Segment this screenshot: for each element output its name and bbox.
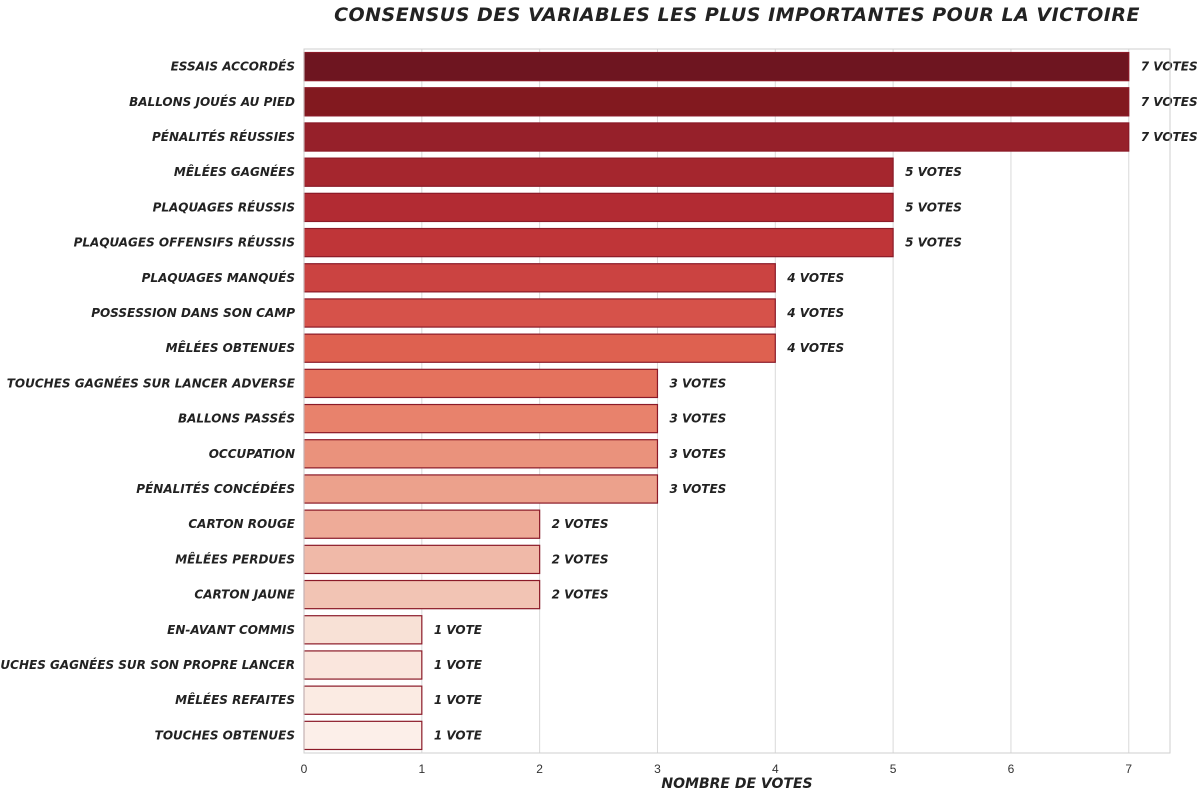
- bar: [303, 122, 1130, 152]
- x-tick-label: 5: [890, 762, 897, 776]
- axis-layer: 0 1 2 3 4 5 6 7: [301, 48, 1171, 776]
- data-label: 1 VOTE: [434, 693, 483, 707]
- x-tick-label: 1: [418, 762, 425, 776]
- bar: [303, 192, 894, 223]
- bar: [303, 227, 894, 258]
- data-label: 7 VOTES: [1141, 130, 1198, 144]
- category-label: BALLONS PASSÉS: [178, 411, 295, 426]
- data-label: 1 VOTE: [434, 658, 483, 672]
- data-label: 5 VOTES: [905, 165, 962, 179]
- category-label: TOUCHES OBTENUES: [155, 728, 295, 742]
- category-label: CARTON ROUGE: [188, 517, 295, 531]
- chart-title: Consensus des variables les plus importa…: [334, 4, 1140, 26]
- category-label: ESSAIS ACCORDÉS: [171, 59, 295, 74]
- data-label: 3 VOTES: [669, 482, 726, 496]
- category-label: EN-AVANT COMMIS: [167, 623, 295, 637]
- bar: [303, 685, 423, 715]
- grid-layer: [303, 49, 1130, 753]
- bar: [303, 509, 541, 539]
- bar: [303, 650, 423, 680]
- data-label: 4 VOTES: [786, 306, 844, 320]
- label-layer: ESSAIS ACCORDÉS 7 VOTES BALLONS JOUÉS AU P…: [0, 59, 1198, 743]
- category-label: MÊLÉES REFAITES: [175, 692, 295, 707]
- x-tick-label: 0: [301, 762, 308, 776]
- bar: [303, 544, 541, 575]
- data-label: 3 VOTES: [669, 447, 726, 461]
- data-label: 2 VOTES: [552, 517, 609, 531]
- category-label: CARTON JAUNE: [194, 588, 295, 602]
- data-label: 4 VOTES: [786, 341, 844, 355]
- category-label: MÊLÉES GAGNÉES: [174, 164, 295, 179]
- bar: [303, 333, 776, 363]
- data-label: 2 VOTES: [552, 588, 609, 602]
- x-tick-label: 3: [654, 762, 661, 776]
- data-label: 7 VOTES: [1141, 60, 1198, 74]
- bar: [303, 87, 1130, 117]
- bar: [303, 403, 659, 434]
- data-label: 4 VOTES: [786, 271, 844, 285]
- category-label: TOUCHES GAGNÉES SUR LANCER ADVERSE: [7, 375, 296, 390]
- category-label: MÊLÉES OBTENUES: [166, 340, 295, 355]
- bar: [303, 579, 541, 610]
- bar: [303, 368, 659, 399]
- bar: [303, 720, 423, 751]
- data-label: 1 VOTE: [434, 728, 483, 742]
- data-label: 5 VOTES: [905, 236, 962, 250]
- category-label: BALLONS JOUÉS AU PIED: [129, 94, 295, 109]
- x-axis-label: Nombre de votes: [661, 776, 813, 792]
- category-label: POSSESSION DANS SON CAMP: [91, 306, 295, 320]
- bar: [303, 263, 776, 293]
- category-label: PLAQUAGES MANQUÉS: [142, 270, 295, 285]
- category-label: PLAQUAGES OFFENSIFS RÉUSSIS: [74, 235, 295, 250]
- data-label: 3 VOTES: [669, 376, 726, 390]
- plot-frame: [303, 48, 1171, 754]
- category-label: PLAQUAGES RÉUSSIS: [153, 199, 295, 214]
- data-label: 2 VOTES: [552, 552, 609, 566]
- category-label: MÊLÉES PERDUES: [175, 551, 295, 566]
- bar: [303, 439, 659, 469]
- bar: [303, 615, 423, 645]
- bar: [303, 51, 1130, 82]
- category-label: TOUCHES GAGNÉES SUR SON PROPRE LANCER: [0, 657, 295, 672]
- data-label: 7 VOTES: [1141, 95, 1198, 109]
- x-tick-label: 4: [772, 762, 779, 776]
- bar: [303, 474, 659, 504]
- x-tick-label: 2: [536, 762, 543, 776]
- category-label: OCCUPATION: [209, 447, 295, 461]
- bar: [303, 157, 894, 187]
- bar: [303, 298, 776, 328]
- data-label: 1 VOTE: [434, 623, 483, 637]
- data-label: 5 VOTES: [905, 200, 962, 214]
- category-label: PÉNALITÉS RÉUSSIES: [152, 129, 295, 144]
- x-tick-label: 6: [1008, 762, 1015, 776]
- bar-layer: [303, 51, 1130, 751]
- x-tick-label: 7: [1125, 762, 1132, 776]
- data-label: 3 VOTES: [669, 412, 726, 426]
- category-label: PÉNALITÉS CONCÉDÉES: [136, 481, 295, 496]
